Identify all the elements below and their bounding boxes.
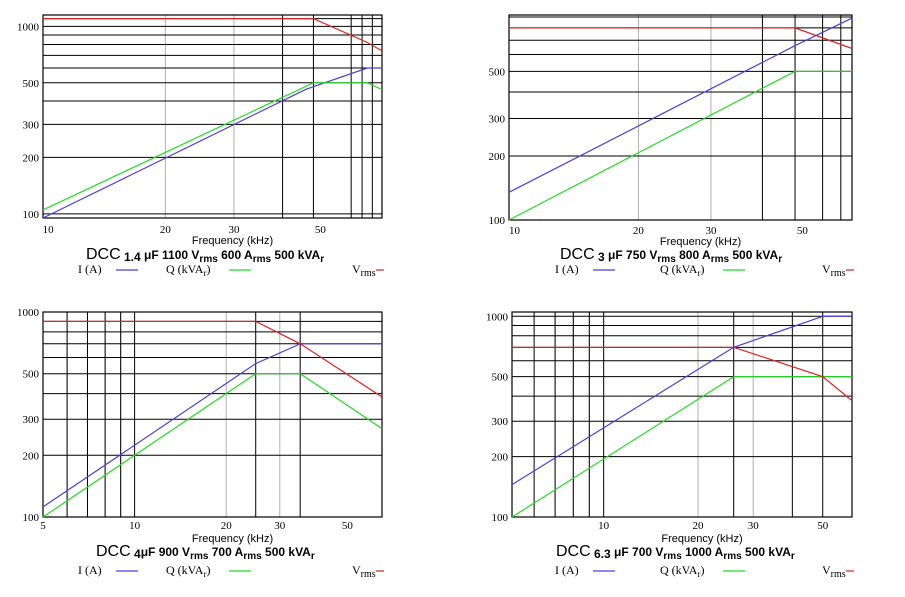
y-tick-label: 200: [489, 151, 506, 163]
legend-power-label: Q (kVAr): [166, 563, 210, 579]
legend-current-label: I (A): [555, 262, 579, 276]
y-tick-label: 300: [489, 114, 506, 126]
x-tick-label: 10: [509, 225, 521, 237]
y-tick-label: 500: [23, 369, 40, 381]
x-tick-label: 30: [748, 520, 760, 532]
series-line-v: [509, 27, 853, 50]
legend-voltage-label: Vrms: [352, 262, 376, 279]
legend-current-label: I (A): [555, 563, 579, 577]
x-tick-label: 50: [817, 520, 829, 532]
x-tick-label: 10: [598, 520, 610, 532]
x-axis-label: Frequency (kHz): [192, 235, 273, 247]
plot-frame: [42, 311, 383, 518]
chart-panel-4: 10 20 30 50 100 200 300 500 1000 Frequency (kHz)D…: [486, 311, 854, 580]
plot-frame: [508, 14, 853, 221]
chart-panel-2: 10 20 30 50 100 200 300 500 Frequency (kHz)DCC 3…: [489, 14, 854, 279]
x-tick-label: 20: [160, 224, 172, 236]
x-tick-label: 5: [40, 520, 46, 532]
series-line-i: [42, 343, 382, 508]
legend-power-label: Q (kVAr): [660, 262, 704, 278]
x-axis-label: Frequency (kHz): [661, 533, 742, 545]
x-tick-label: 30: [228, 224, 240, 236]
y-tick-label: 100: [23, 512, 40, 524]
y-tick-label: 200: [23, 152, 40, 164]
chart-title: DCC 4μF 900 Vrms 700 Arms 500 kVAr: [96, 543, 315, 562]
legend-voltage-label: Vrms: [822, 262, 846, 279]
series-line-q: [42, 373, 383, 518]
y-tick-label: 300: [492, 416, 509, 428]
legend-current-label: I (A): [78, 262, 102, 276]
x-tick-label: 20: [692, 520, 704, 532]
y-tick-label: 500: [492, 372, 509, 384]
legend-power-label: Q (kVAr): [166, 262, 210, 278]
y-tick-label: 300: [23, 119, 40, 131]
plot-frame: [511, 311, 853, 518]
plot-frame: [42, 14, 383, 219]
y-tick-label: 200: [23, 450, 40, 462]
series-line-i: [508, 17, 853, 193]
legend-current-label: I (A): [78, 563, 102, 577]
y-tick-label: 1000: [486, 311, 509, 323]
legend-power-label: Q (kVAr): [660, 563, 704, 579]
y-tick-label: 300: [23, 414, 40, 426]
y-tick-label: 100: [23, 209, 40, 221]
chart-panel-3: 5 10 20 30 50 100 200 300 500 1000 Frequency (kHz)…: [17, 307, 384, 580]
y-tick-label: 100: [489, 215, 506, 227]
series-line-q: [42, 82, 383, 211]
x-tick-label: 50: [797, 225, 809, 237]
x-tick-label: 50: [342, 520, 354, 532]
y-tick-label: 500: [23, 78, 40, 90]
series-line-v: [512, 346, 853, 402]
series-line-v: [43, 18, 383, 52]
y-tick-label: 100: [492, 512, 509, 524]
y-tick-label: 1000: [17, 21, 40, 33]
y-tick-label: 200: [492, 452, 509, 464]
x-tick-label: 10: [129, 520, 141, 532]
y-tick-label: 500: [489, 66, 506, 78]
chart-panel-1: 10 20 30 50 100 200 300 500 1000 Frequency (kHz)D…: [17, 14, 384, 279]
x-tick-label: 50: [315, 224, 327, 236]
series-line-i: [511, 315, 852, 486]
x-axis-label: Frequency (kHz): [192, 533, 273, 545]
x-tick-label: 30: [705, 225, 717, 237]
chart-title: DCC 3 μF 750 Vrms 800 Arms 500 kVAr: [560, 246, 782, 265]
series-line-q: [511, 376, 852, 518]
series-line-q: [508, 70, 852, 221]
chart-title: DCC 1.4 μF 1100 Vrms 600 Arms 500 kVAr: [86, 246, 324, 265]
x-tick-label: 10: [43, 224, 55, 236]
chart-title: DCC 6.3 μF 700 Vrms 1000 Arms 500 kVAr: [556, 543, 795, 562]
legend-voltage-label: Vrms: [352, 563, 376, 580]
legend-voltage-label: Vrms: [822, 563, 846, 580]
y-tick-label: 1000: [17, 307, 40, 319]
x-axis-label: Frequency (kHz): [660, 236, 741, 248]
series-line-i: [42, 67, 382, 219]
x-tick-label: 20: [633, 225, 645, 237]
x-tick-label: 30: [274, 520, 286, 532]
series-line-v: [43, 320, 383, 398]
x-tick-label: 20: [221, 520, 233, 532]
